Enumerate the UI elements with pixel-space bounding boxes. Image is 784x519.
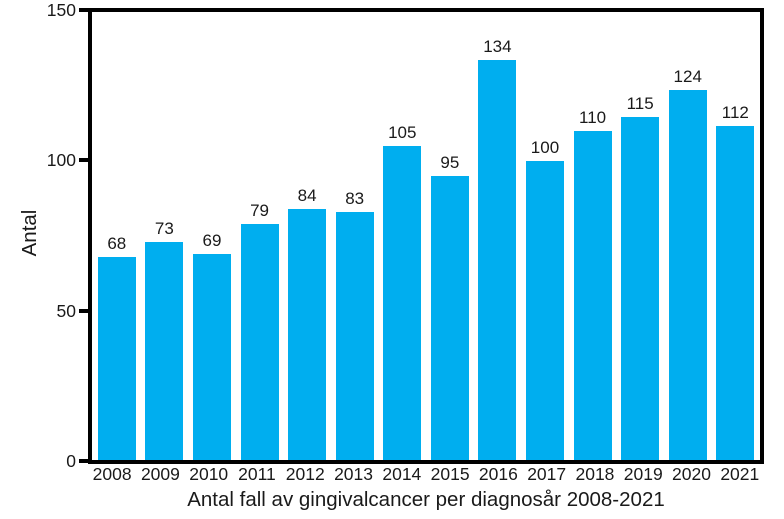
bar-value-label: 110 xyxy=(579,108,607,128)
y-tick-mark xyxy=(79,8,88,12)
bar-2010 xyxy=(192,253,231,460)
bar-2011 xyxy=(240,224,279,460)
y-tick-mark xyxy=(79,308,88,313)
bar-2015 xyxy=(430,176,469,460)
bar-value-label: 84 xyxy=(297,186,317,206)
bar-value-label: 105 xyxy=(388,123,417,143)
x-tick-label-2013: 2013 xyxy=(334,464,374,484)
y-tick-label: 50 xyxy=(56,300,76,321)
y-tick-label: 100 xyxy=(46,150,76,171)
bar-2014 xyxy=(383,146,422,460)
bar-slot: 95 xyxy=(426,12,474,460)
chart-title: Antal fall av gingivalcancer per diagnos… xyxy=(187,488,665,511)
x-tick-label-2018: 2018 xyxy=(575,464,615,484)
x-tick-label-2011: 2011 xyxy=(238,464,276,484)
bar-value-label: 69 xyxy=(202,230,222,250)
bar-2019 xyxy=(621,116,660,460)
bar-value-label: 124 xyxy=(673,66,702,86)
bar-2009 xyxy=(145,241,184,460)
bar-value-label: 115 xyxy=(626,93,654,113)
y-tick-mark xyxy=(79,158,88,163)
plot-area: 68 73 69 79 84 83 105 95 134 100 110 115 124 112 xyxy=(88,8,764,464)
bar-slot: 115 xyxy=(616,12,664,460)
x-tick-label-2008: 2008 xyxy=(92,464,132,484)
bar-slot: 68 xyxy=(93,12,141,460)
bar-slot: 100 xyxy=(521,12,569,460)
bar-2016 xyxy=(478,59,517,460)
x-tick-label-2020: 2020 xyxy=(672,464,711,484)
bar-slot: 110 xyxy=(569,12,617,460)
bar-value-label: 100 xyxy=(530,138,560,158)
x-tick-label-2010: 2010 xyxy=(189,464,229,484)
bar-2008 xyxy=(97,256,136,460)
x-tick-label-2015: 2015 xyxy=(430,464,470,484)
bar-value-label: 134 xyxy=(483,36,512,56)
x-axis-labels: 2008 2009 2010 2011 2012 2013 2014 2015 2016 2017… xyxy=(88,464,764,484)
bar-2013 xyxy=(335,212,374,460)
x-tick-label-2021: 2021 xyxy=(720,464,760,484)
y-tick-mark xyxy=(79,459,88,463)
bar-2017 xyxy=(525,161,564,460)
bar-slot: 124 xyxy=(664,12,712,460)
bar-2018 xyxy=(573,131,612,460)
y-axis-title: Antal xyxy=(18,209,41,257)
bar-slot: 84 xyxy=(283,12,331,460)
y-tick-label: 0 xyxy=(66,451,76,471)
y-tick-label: 150 xyxy=(46,0,76,20)
bar-slot: 83 xyxy=(331,12,379,460)
bar-slot: 79 xyxy=(236,12,284,460)
bar-slot: 73 xyxy=(141,12,189,460)
bar-value-label: 83 xyxy=(345,189,365,209)
bar-value-label: 79 xyxy=(250,201,269,221)
bar-value-label: 73 xyxy=(154,218,174,238)
x-tick-label-2012: 2012 xyxy=(285,464,325,484)
bar-slot: 134 xyxy=(474,12,522,460)
x-tick-label-2016: 2016 xyxy=(478,464,518,484)
bar-value-label: 95 xyxy=(440,153,460,173)
bar-2021 xyxy=(716,125,755,460)
bar-2012 xyxy=(288,209,327,460)
x-tick-label-2009: 2009 xyxy=(140,464,180,484)
bar-slot: 105 xyxy=(378,12,426,460)
x-tick-label-2019: 2019 xyxy=(623,464,663,484)
bar-2020 xyxy=(668,89,707,460)
bar-value-label: 68 xyxy=(107,233,127,253)
bar-slot: 112 xyxy=(712,12,760,460)
x-tick-label-2014: 2014 xyxy=(382,464,422,484)
bar-slot: 69 xyxy=(188,12,236,460)
bar-value-label: 112 xyxy=(721,102,749,122)
bars-container: 68 73 69 79 84 83 105 95 134 100 110 115 124 112 xyxy=(92,12,760,460)
x-tick-label-2017: 2017 xyxy=(527,464,567,484)
